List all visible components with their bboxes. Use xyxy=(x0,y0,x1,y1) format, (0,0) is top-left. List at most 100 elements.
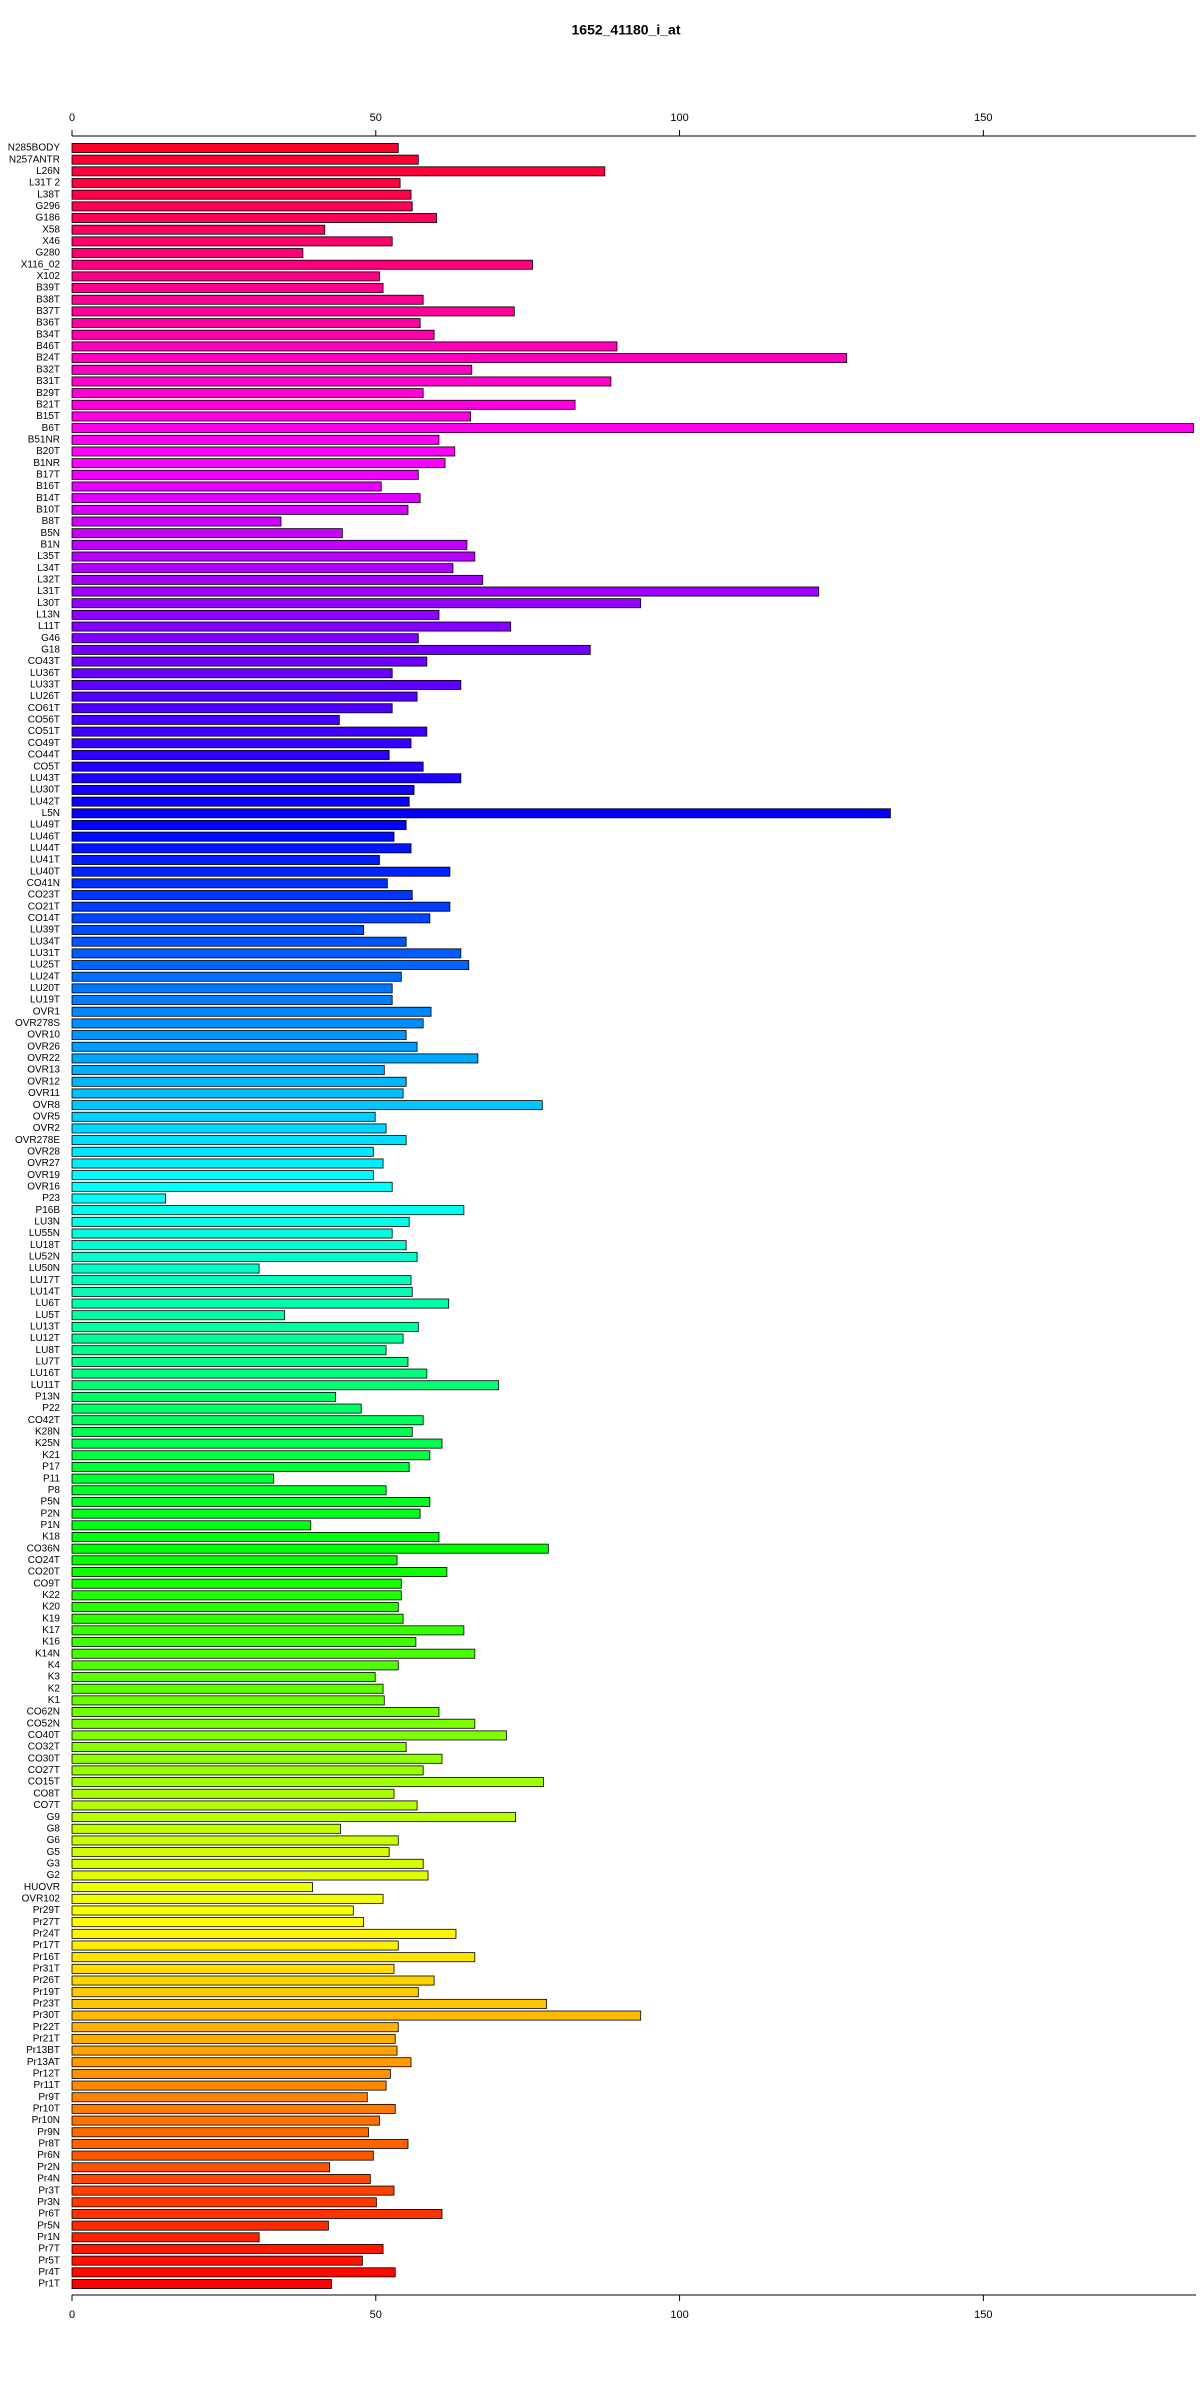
y-tick-label: B24T xyxy=(36,353,60,364)
bar xyxy=(71,2022,399,2033)
y-tick-label: K17 xyxy=(42,1625,60,1636)
bar xyxy=(71,948,462,959)
y-tick-label: Pr24T xyxy=(33,1928,60,1939)
bar xyxy=(71,1823,341,1834)
y-tick-label: P11 xyxy=(43,1473,60,1484)
y-tick-label: Pr6T xyxy=(38,2209,60,2220)
bar xyxy=(71,399,576,410)
bar xyxy=(71,913,431,924)
y-tick-label: Pr5N xyxy=(37,2220,60,2231)
y-tick-label: Pr26T xyxy=(33,1975,60,1986)
y-tick-label: CO9T xyxy=(33,1578,60,1589)
y-tick-label: G9 xyxy=(47,1812,61,1823)
bar xyxy=(71,2267,396,2278)
y-tick-label: CO23T xyxy=(28,890,60,901)
bar xyxy=(71,2068,391,2079)
y-tick-label: OVR12 xyxy=(27,1076,60,1087)
bar xyxy=(71,890,413,900)
bar xyxy=(71,1508,421,1519)
x-tick-label: 0 xyxy=(69,2309,75,2321)
bar xyxy=(71,1391,337,1402)
y-tick-label: X116_02 xyxy=(21,259,61,270)
bar xyxy=(71,1917,365,1928)
bar xyxy=(71,1380,499,1391)
bar xyxy=(71,1415,424,1426)
y-tick-label: L13N xyxy=(36,610,60,621)
y-tick-label: LU34T xyxy=(30,936,60,947)
bar xyxy=(71,1345,387,1356)
y-tick-label: CO56T xyxy=(28,715,60,726)
y-tick-label: Pr13AT xyxy=(27,2057,60,2068)
bar xyxy=(71,1753,443,1764)
y-tick-label: P2N xyxy=(41,1508,60,1519)
bar xyxy=(71,1368,428,1379)
bar xyxy=(71,2103,396,2114)
y-tick-label: L31T xyxy=(37,586,60,597)
bar xyxy=(71,1041,418,1052)
y-tick-label: OVR2 xyxy=(33,1123,61,1134)
y-tick-label: CO62N xyxy=(27,1707,60,1718)
y-tick-label: Pr1N xyxy=(37,2232,60,2243)
y-tick-label: CO52N xyxy=(27,1718,60,1729)
bar xyxy=(71,1497,431,1507)
bar xyxy=(71,1193,166,1204)
y-tick-label: G3 xyxy=(47,1858,61,1869)
bar xyxy=(71,1718,476,1729)
y-tick-label: CO43T xyxy=(28,656,60,667)
y-tick-label: CO44T xyxy=(28,750,60,761)
bar xyxy=(71,1310,286,1321)
bar xyxy=(71,598,642,609)
bar xyxy=(71,1847,390,1858)
bar xyxy=(71,1333,404,1344)
y-tick-label: LU6T xyxy=(36,1298,60,1309)
y-tick-label: K18 xyxy=(42,1532,60,1543)
bar xyxy=(71,1450,431,1461)
bar xyxy=(71,936,407,947)
y-tick-label: K1 xyxy=(48,1695,61,1706)
y-tick-label: LU39T xyxy=(30,925,60,936)
bar xyxy=(71,1321,419,1332)
bar xyxy=(71,1251,418,1262)
bar xyxy=(71,1578,402,1589)
y-tick-label: Pr19T xyxy=(33,1987,60,1998)
y-tick-label: B1N xyxy=(41,539,60,550)
bar xyxy=(71,1170,374,1181)
y-tick-label: OVR26 xyxy=(27,1041,60,1052)
bar xyxy=(71,528,343,539)
y-tick-label: LU12T xyxy=(30,1333,60,1344)
bar xyxy=(71,1520,312,1531)
y-tick-label: G6 xyxy=(47,1835,61,1846)
y-tick-label: LU33T xyxy=(30,680,60,691)
y-tick-label: LU49T xyxy=(30,820,60,831)
bar xyxy=(71,294,424,305)
y-tick-label: P5N xyxy=(41,1497,60,1508)
y-tick-label: L32T xyxy=(37,575,60,586)
y-tick-label: LU16T xyxy=(30,1368,60,1379)
y-tick-label: G8 xyxy=(47,1823,61,1834)
y-tick-label: LU19T xyxy=(30,995,60,1006)
y-tick-label: B29T xyxy=(36,388,60,399)
bar xyxy=(71,1882,313,1893)
y-tick-label: K4 xyxy=(48,1660,61,1671)
y-tick-label: LU41T xyxy=(30,855,60,866)
y-tick-label: OVR19 xyxy=(27,1170,60,1181)
bar xyxy=(71,2279,332,2289)
bar xyxy=(71,1905,354,1916)
y-tick-label: CO42T xyxy=(28,1415,60,1426)
y-tick-label: Pr17T xyxy=(33,1940,60,1951)
y-tick-label: OVR28 xyxy=(27,1146,60,1157)
bar xyxy=(71,1473,275,1484)
y-tick-label: B46T xyxy=(36,341,60,352)
bar xyxy=(71,1485,387,1496)
bar xyxy=(71,1018,424,1029)
bar xyxy=(71,306,515,317)
y-tick-label: LU50N xyxy=(29,1263,60,1274)
y-tick-label: Pr1T xyxy=(38,2279,60,2290)
bar xyxy=(71,1812,516,1823)
bar xyxy=(71,621,512,632)
bar xyxy=(71,1426,413,1437)
y-tick-label: B16T xyxy=(36,481,60,492)
bar xyxy=(71,2162,331,2173)
bar xyxy=(71,925,365,935)
